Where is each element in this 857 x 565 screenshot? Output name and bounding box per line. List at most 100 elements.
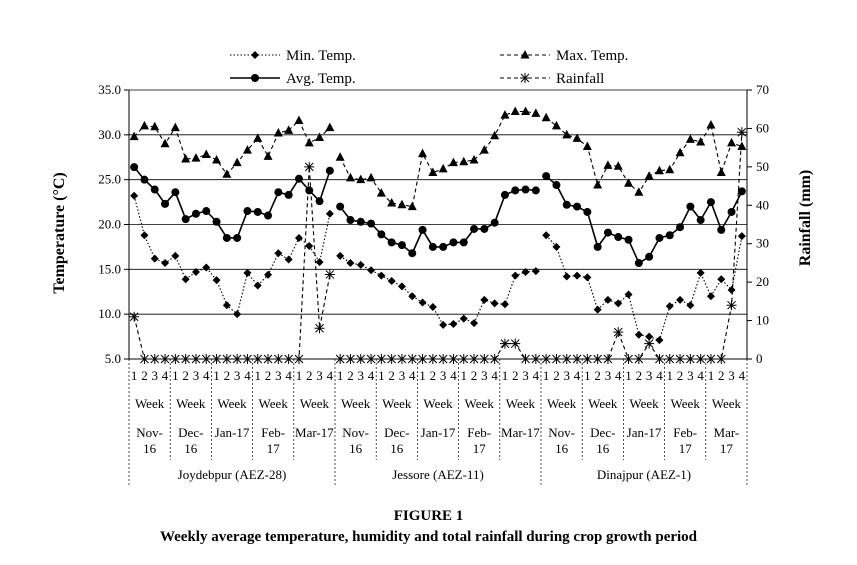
min-temp-point	[387, 276, 396, 285]
y-tick-label: 30.0	[98, 127, 121, 142]
avg-temp-point	[500, 190, 509, 199]
week-number-label: 1	[378, 368, 385, 383]
max-temp-point	[675, 147, 685, 157]
legend-marker-rainfall	[520, 73, 530, 83]
max-temp-point	[366, 172, 376, 182]
month-year-label: 16	[555, 441, 569, 456]
location-label: Jessore (AEZ-11)	[392, 467, 484, 482]
rainfall-point	[242, 354, 253, 364]
avg-temp-point	[336, 202, 345, 211]
max-temp-point	[232, 157, 242, 167]
avg-temp-point	[531, 186, 540, 195]
avg-temp-point	[284, 190, 293, 199]
rainfall-point	[427, 354, 438, 364]
min-temp-point	[428, 302, 437, 311]
max-temp-point	[212, 154, 222, 164]
min-temp-point	[233, 310, 242, 319]
min-temp-point	[140, 231, 149, 240]
month-label: Mar-17	[295, 425, 334, 440]
rainfall-point	[675, 354, 686, 364]
min-temp-point	[243, 268, 252, 277]
y2-tick-label: 70	[756, 82, 769, 97]
min-temp-point	[562, 272, 571, 281]
max-temp-point	[582, 141, 592, 150]
week-number-label: 3	[605, 368, 612, 383]
avg-temp-point	[377, 230, 386, 239]
rainfall-point	[160, 354, 171, 364]
max-temp-point	[613, 161, 623, 170]
week-number-label: 2	[718, 368, 725, 383]
min-temp-point	[552, 242, 561, 251]
rainfall-point	[541, 354, 552, 364]
month-label: Mar-	[714, 425, 740, 440]
week-number-label: 4	[409, 368, 416, 383]
avg-temp-line	[545, 175, 743, 265]
avg-temp-point	[686, 202, 695, 211]
grid-lines	[129, 89, 747, 315]
week-number-label: 1	[543, 368, 550, 383]
avg-temp-point	[737, 187, 746, 196]
avg-temp-point	[583, 207, 592, 216]
avg-temp-point	[480, 224, 489, 233]
week-number-label: 2	[594, 368, 601, 383]
max-temp-point	[469, 154, 479, 164]
rainfall-point	[293, 354, 304, 364]
min-temp-line	[545, 234, 743, 341]
max-temp-point	[139, 120, 149, 130]
week-number-label: 1	[625, 368, 632, 383]
month-label: Mar-17	[501, 425, 540, 440]
rainfall-point	[685, 354, 696, 364]
rainfall-point	[252, 354, 263, 364]
max-temp-point	[665, 164, 675, 174]
avg-temp-point	[490, 218, 499, 227]
min-temp-point	[583, 273, 592, 282]
figure-title: Weekly average temperature, humidity and…	[159, 529, 698, 545]
min-temp-point	[171, 251, 180, 260]
week-label: Week	[506, 396, 536, 411]
month-year-label: 17	[267, 441, 281, 456]
rainfall-point	[572, 354, 583, 364]
rainfall-point	[592, 354, 603, 364]
month-year-label: 16	[596, 441, 610, 456]
month-label: Dec-	[384, 425, 409, 440]
week-number-label: 4	[739, 368, 746, 383]
rainfall-point	[561, 354, 572, 364]
max-temp-point	[654, 165, 664, 175]
week-number-label: 1	[502, 368, 509, 383]
month-label: Nov-	[342, 425, 369, 440]
max-temp-point	[387, 197, 397, 207]
max-temp-point	[345, 172, 355, 182]
max-temp-point	[644, 171, 654, 180]
min-temp-point	[212, 276, 221, 285]
legend-label-avg-temp: Avg. Temp.	[286, 71, 356, 87]
week-number-label: 1	[296, 368, 303, 383]
y-tick-label: 10.0	[98, 306, 121, 321]
rainfall-point	[469, 354, 480, 364]
week-label: Week	[671, 396, 701, 411]
min-temp-point	[356, 260, 365, 269]
week-number-label: 4	[450, 368, 457, 383]
max-temp-point	[304, 137, 314, 147]
week-number-label: 4	[285, 368, 292, 383]
rainfall-point	[376, 354, 387, 364]
max-temp-point	[284, 125, 294, 134]
rainfall-point	[324, 269, 335, 280]
week-number-label: 1	[337, 368, 344, 383]
rainfall-point	[417, 354, 428, 364]
month-year-label: 16	[390, 441, 404, 456]
rainfall-point	[190, 354, 201, 364]
max-temp-point	[551, 120, 561, 130]
avg-temp-point	[727, 207, 736, 216]
min-temp-point	[706, 292, 715, 301]
min-temp-point	[459, 314, 468, 323]
week-number-label: 3	[152, 368, 159, 383]
max-temp-point	[562, 129, 572, 139]
y2-tick-label: 10	[756, 313, 769, 328]
min-temp-point	[191, 268, 200, 277]
week-number-label: 3	[193, 368, 200, 383]
month-label: Feb-	[673, 425, 697, 440]
max-temp-point	[407, 201, 417, 211]
legend-label-max-temp: Max. Temp.	[556, 48, 628, 64]
min-temp-point	[727, 285, 736, 294]
rainfall-point	[438, 354, 449, 364]
